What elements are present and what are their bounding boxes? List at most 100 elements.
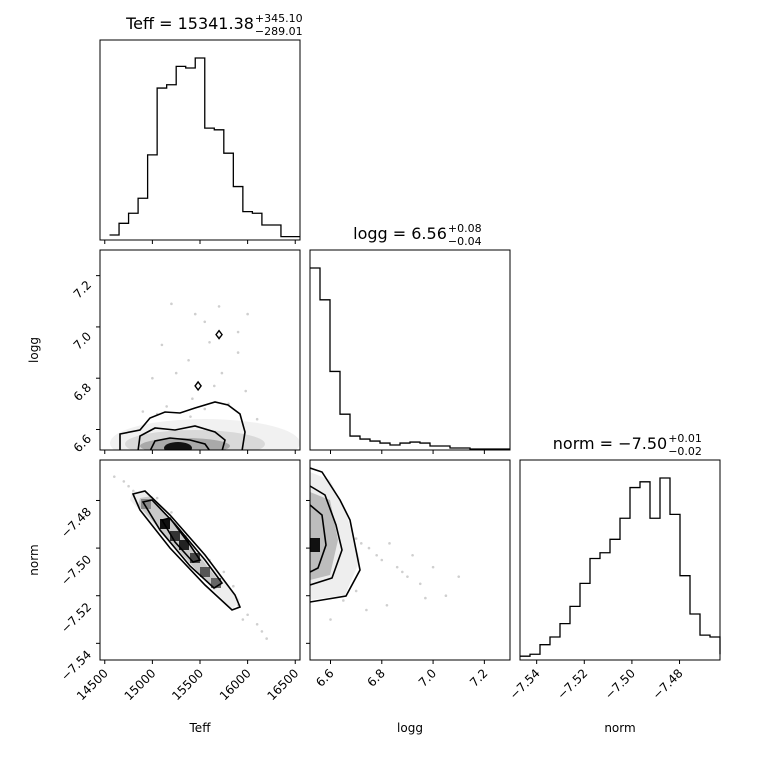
svg-text:logg = 6.56: logg = 6.56 <box>353 224 447 243</box>
logg-hist-title-name: logg <box>353 224 388 243</box>
Teff-logg-ytick-label-1: 6.8 <box>71 380 94 403</box>
Teff-hist-bin-8 <box>186 68 196 240</box>
norm-hist-xtick-label-3: −7.48 <box>650 666 686 702</box>
Teff-logg-point-1 <box>193 312 197 316</box>
Teff-hist-bin-2 <box>129 213 139 240</box>
logg-norm-point-6 <box>359 542 363 545</box>
Teff-logg-point-10 <box>151 376 154 380</box>
Teff-norm-ytick-label-2: −7.50 <box>58 552 94 588</box>
norm-hist-title-name: norm <box>553 434 595 453</box>
logg-hist-bin-11 <box>420 443 430 450</box>
Teff-hist-bin-3 <box>138 198 148 240</box>
norm-hist-bin-19 <box>710 637 720 660</box>
Teff-norm-point-20 <box>255 622 259 626</box>
Teff-norm-point-19 <box>246 613 249 617</box>
norm-hist-bin-17 <box>690 614 700 660</box>
logg-hist-bin-7 <box>380 443 390 450</box>
Teff-hist-bin-6 <box>167 85 177 240</box>
Teff-hist-bin-14 <box>243 212 253 240</box>
logg-hist-title: logg = 6.56 +0.08−0.04 <box>353 222 481 248</box>
Teff-hist-title-plus: +345.10 <box>255 12 303 25</box>
logg-norm-density <box>310 472 360 600</box>
logg-norm-point-14 <box>431 565 435 569</box>
Teff-norm-point-3 <box>132 489 135 493</box>
Teff-norm-point-0 <box>112 475 116 478</box>
Teff-norm-density-cell-2 <box>179 540 189 550</box>
logg-norm-density-core <box>310 538 320 552</box>
Teff-logg-ytick-label-3: 7.2 <box>71 278 94 301</box>
Teff-logg-point-28 <box>236 330 240 334</box>
logg-norm-frame <box>309 459 511 661</box>
logg-hist-bin-4 <box>350 436 360 450</box>
Teff-logg-contour-inner <box>149 437 211 450</box>
Teff-hist-bin-13 <box>233 187 243 240</box>
norm-hist-bin-5 <box>570 606 580 660</box>
logg-hist-bin-0 <box>310 268 320 450</box>
Teff-logg-marker-1 <box>194 380 202 392</box>
Teff-hist-frame <box>99 39 301 241</box>
logg-hist-bin-10 <box>410 442 420 450</box>
norm-hist-bin-10 <box>620 518 630 660</box>
logg-hist-frame <box>309 249 511 451</box>
norm-hist-bin-6 <box>580 583 590 660</box>
Teff-logg-density-3 <box>164 442 192 450</box>
Teff-logg-point-14 <box>165 405 168 408</box>
logg-norm-point-12 <box>406 575 409 578</box>
Teff-hist-bin-11 <box>214 130 224 240</box>
logg-norm-contour-mid <box>310 485 343 586</box>
Teff-norm-point-1 <box>122 480 126 483</box>
norm-hist-bin-16 <box>680 576 690 660</box>
norm-hist-bin-7 <box>590 558 600 660</box>
logg-hist-bin-8 <box>390 445 400 450</box>
Teff-hist-title: Teff = 15341.38 +345.10−289.01 <box>125 12 303 38</box>
logg-norm-point-22 <box>365 608 368 612</box>
norm-hist-frame <box>519 459 721 661</box>
norm-hist-xtick-label-0: −7.54 <box>507 666 543 702</box>
Teff-hist-title-name: Teff <box>125 14 155 33</box>
svg-text:Teff = 15341.38: Teff = 15341.38 <box>125 14 254 33</box>
norm-hist-bin-8 <box>600 553 610 660</box>
logg-norm-xtick-label-3: 7.2 <box>467 666 490 689</box>
Teff-norm-density-cell-5 <box>211 578 221 588</box>
logg-norm-xtick-label-1: 6.8 <box>365 666 388 689</box>
Teff-logg-density <box>110 419 300 450</box>
norm-hist-bin-4 <box>560 624 570 660</box>
Teff-hist-bin-0 <box>110 235 120 240</box>
logg-norm-point-23 <box>411 553 414 557</box>
logg-hist-bin-1 <box>320 300 330 450</box>
norm-hist-bin-9 <box>610 539 620 660</box>
Teff-logg-point-2 <box>217 305 221 308</box>
norm-hist-bin-18 <box>700 635 710 660</box>
Teff-logg-ylabel: logg <box>27 337 41 363</box>
Teff-logg-point-4 <box>160 343 164 347</box>
logg-hist-title-median: 6.56 <box>411 224 447 243</box>
logg-norm-point-9 <box>380 558 384 562</box>
Teff-logg-contour-mid <box>137 425 226 450</box>
Teff-norm-ylabel: norm <box>27 544 41 575</box>
Teff-logg-point-12 <box>191 397 194 401</box>
logg-norm-contour-outer <box>310 467 361 603</box>
Teff-hist-bin-15 <box>252 213 262 240</box>
logg-hist-steps <box>310 267 510 450</box>
logg-hist-bin-6 <box>370 441 380 450</box>
svg-text:norm = −7.50: norm = −7.50 <box>553 434 667 453</box>
logg-norm-point-10 <box>388 542 391 545</box>
Teff-norm-ytick-label-3: −7.48 <box>58 505 94 541</box>
norm-hist-bin-3 <box>550 637 560 660</box>
logg-norm-point-18 <box>354 589 358 593</box>
Teff-norm-density-cell-3 <box>190 553 200 563</box>
Teff-norm-contour-mid <box>141 499 224 590</box>
norm-hist-bin-1 <box>530 654 540 660</box>
Teff-norm-xlabel: Teff <box>189 721 212 735</box>
logg-norm-point-24 <box>424 596 427 600</box>
Teff-norm-point-2 <box>127 484 130 488</box>
Teff-logg-point-16 <box>141 410 145 413</box>
logg-hist-bin-2 <box>330 371 340 450</box>
norm-hist-xtick-label-2: −7.50 <box>602 666 638 702</box>
Teff-norm-contour-outer <box>131 490 242 611</box>
Teff-logg-ytick-label-2: 7.0 <box>71 329 94 352</box>
Teff-hist-bin-16 <box>262 225 272 240</box>
logg-norm-point-5 <box>354 537 358 540</box>
Teff-norm-xtick-label-2: 15500 <box>169 666 206 703</box>
